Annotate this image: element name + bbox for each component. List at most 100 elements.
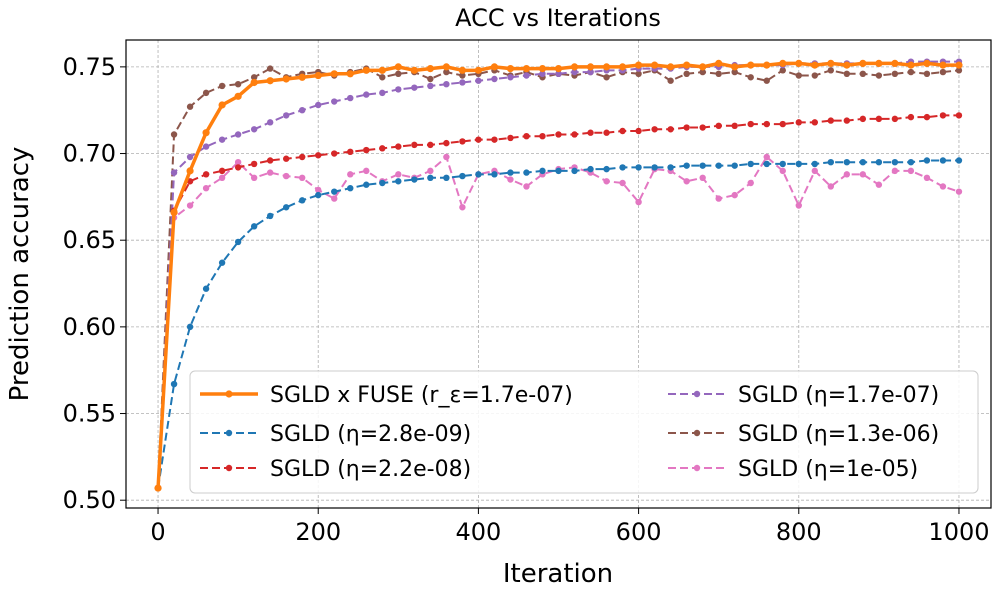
data-point: [330, 70, 338, 78]
data-point: [475, 77, 482, 84]
data-point: [843, 117, 851, 124]
data-point: [859, 59, 867, 67]
data-point: [859, 159, 867, 166]
data-point: [346, 70, 354, 78]
data-point: [683, 61, 691, 69]
data-point: [427, 75, 434, 83]
legend-item: SGLD (η=2.2e-08): [200, 457, 471, 482]
data-point: [555, 131, 562, 138]
data-point: [218, 82, 226, 90]
data-point: [234, 131, 242, 138]
x-tick-label: 200: [295, 518, 341, 546]
data-point: [907, 61, 915, 69]
data-point: [491, 136, 498, 143]
x-tick-label: 600: [616, 518, 662, 546]
data-point: [683, 124, 690, 131]
data-point: [234, 92, 242, 100]
data-point: [827, 117, 835, 124]
data-point: [859, 115, 867, 123]
data-point: [539, 167, 546, 175]
data-point: [394, 63, 402, 71]
data-point: [875, 115, 883, 123]
data-point: [811, 167, 818, 175]
data-point: [827, 183, 835, 190]
data-point: [955, 112, 963, 119]
data-point: [379, 89, 386, 97]
data-point: [331, 195, 338, 202]
data-point: [827, 159, 835, 166]
data-point: [699, 174, 706, 181]
data-point: [651, 61, 659, 69]
data-point: [315, 101, 322, 109]
data-point: [843, 171, 851, 178]
x-tick-label: 400: [456, 518, 502, 546]
data-point: [427, 167, 434, 175]
data-point: [315, 186, 322, 194]
data-point: [907, 167, 915, 175]
data-point: [747, 179, 754, 187]
data-point: [602, 63, 611, 71]
data-point: [635, 198, 642, 206]
data-point: [571, 167, 578, 175]
data-point: [843, 70, 851, 78]
data-point: [250, 223, 258, 230]
data-point: [634, 61, 643, 69]
y-tick-label: 0.65: [63, 226, 116, 254]
data-point: [827, 59, 835, 67]
data-point: [891, 159, 899, 166]
data-point: [234, 238, 242, 246]
data-point: [218, 259, 226, 266]
data-point: [538, 65, 547, 73]
data-point: [843, 61, 851, 69]
legend-label: SGLD (η=1.7e-07): [738, 383, 939, 408]
data-point: [218, 136, 226, 143]
data-point: [299, 174, 306, 181]
data-point: [282, 172, 290, 180]
data-point: [795, 119, 802, 126]
data-point: [298, 73, 306, 81]
data-point: [490, 63, 499, 71]
data-point: [570, 63, 579, 71]
data-point: [939, 61, 947, 69]
data-point: [282, 112, 290, 119]
y-axis-label: Prediction accuracy: [5, 147, 35, 402]
data-point: [715, 70, 722, 78]
data-point: [779, 67, 786, 74]
data-point: [299, 197, 306, 204]
data-point: [186, 153, 194, 161]
data-point: [619, 164, 626, 171]
data-point: [699, 162, 706, 169]
data-point: [555, 70, 562, 78]
data-point: [699, 63, 707, 71]
data-point: [875, 159, 883, 166]
data-point: [811, 160, 818, 168]
data-point: [651, 126, 658, 133]
data-point: [811, 72, 818, 79]
data-point: [266, 65, 274, 72]
data-point: [939, 183, 947, 190]
data-point: [683, 70, 690, 78]
data-point: [234, 159, 242, 166]
data-point: [603, 178, 610, 185]
data-point: [170, 131, 178, 138]
data-point: [795, 160, 802, 168]
data-point: [715, 59, 723, 67]
data-point: [571, 68, 578, 76]
legend-item: SGLD (η=1.7e-07): [668, 383, 939, 408]
data-point: [331, 98, 338, 105]
data-point: [443, 153, 450, 161]
data-point: [331, 150, 338, 157]
y-tick-label: 0.75: [63, 53, 116, 81]
data-point: [618, 63, 627, 71]
data-point: [347, 185, 354, 192]
data-point: [907, 159, 915, 166]
legend-label: SGLD (η=2.2e-08): [270, 457, 471, 482]
data-point: [731, 162, 738, 169]
data-point: [379, 74, 386, 81]
data-point: [299, 107, 306, 114]
data-point: [378, 66, 386, 74]
data-point: [170, 169, 178, 176]
y-tick-label: 0.70: [63, 140, 116, 168]
data-point: [523, 133, 530, 140]
data-point: [715, 162, 722, 169]
